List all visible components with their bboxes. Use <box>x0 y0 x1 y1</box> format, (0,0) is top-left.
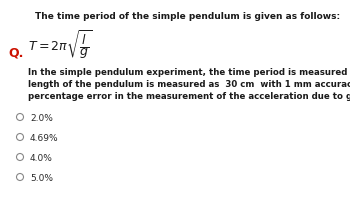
Text: $T = 2\pi\sqrt{\dfrac{l}{g}}$: $T = 2\pi\sqrt{\dfrac{l}{g}}$ <box>28 28 93 61</box>
Text: 4.69%: 4.69% <box>30 134 59 143</box>
Text: The time period of the simple pendulum is given as follows:: The time period of the simple pendulum i… <box>35 12 340 21</box>
Text: 5.0%: 5.0% <box>30 174 53 183</box>
Text: In the simple pendulum experiment, the time period is measured as  30±0.2 s , th: In the simple pendulum experiment, the t… <box>28 68 350 77</box>
Text: 4.0%: 4.0% <box>30 154 53 163</box>
Text: 2.0%: 2.0% <box>30 114 53 123</box>
Text: Q.: Q. <box>8 46 23 59</box>
Text: length of the pendulum is measured as  30 cm  with 1 mm accuracy. Find the: length of the pendulum is measured as 30… <box>28 80 350 89</box>
Text: percentage error in the measurement of the acceleration due to gravity.: percentage error in the measurement of t… <box>28 92 350 101</box>
